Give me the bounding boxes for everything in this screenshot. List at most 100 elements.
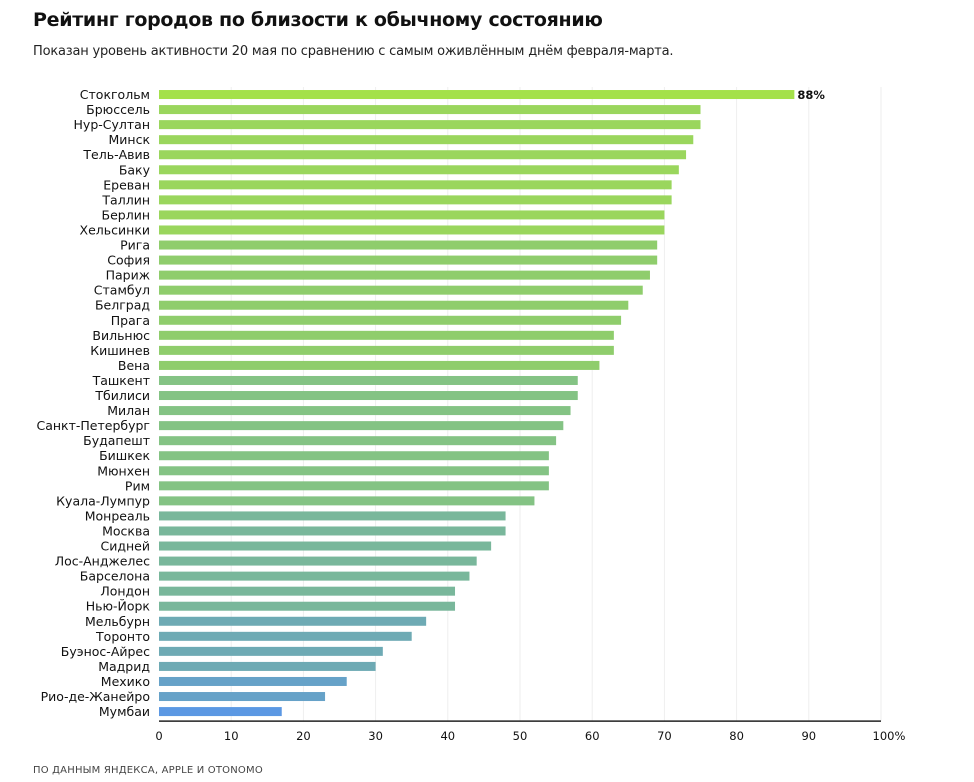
x-tick-label: 80: [729, 729, 744, 743]
category-label: Монреаль: [85, 508, 150, 523]
category-label: Баку: [119, 162, 151, 177]
bar: [159, 315, 622, 325]
bar: [159, 421, 564, 431]
category-label: Хельсинки: [80, 222, 150, 237]
x-tick-label: 100%: [873, 729, 906, 743]
category-label: Куала-Лумпур: [56, 493, 150, 508]
bar: [159, 692, 326, 702]
bar: [159, 180, 672, 190]
x-axis-tick-labels: 0 10 20 30 40 50 60 70 80 90 100%: [155, 729, 905, 743]
bar: [159, 616, 427, 626]
category-label: Санкт-Петербург: [36, 418, 150, 433]
bar: [159, 601, 456, 611]
category-label: Буэнос-Айрес: [61, 644, 150, 659]
bar: [159, 586, 456, 596]
category-label: Нур-Султан: [74, 117, 150, 132]
bar: [159, 330, 614, 340]
chart-title: Рейтинг городов по близости к обычному с…: [33, 9, 603, 31]
category-label: Вильнюс: [92, 328, 150, 343]
bar: [159, 676, 347, 686]
category-label: Рим: [125, 478, 150, 493]
x-tick-label: 20: [296, 729, 311, 743]
category-label: Мюнхен: [97, 463, 150, 478]
chart-subtitle: Показан уровень активности 20 мая по сра…: [33, 44, 674, 59]
category-label: Брюссель: [86, 102, 150, 117]
category-label: Мадрид: [98, 659, 150, 674]
category-labels: СтокгольмБрюссельНур-СултанМинскТель-Ави…: [36, 87, 150, 719]
bar: [159, 210, 665, 220]
category-label: Ереван: [103, 177, 150, 192]
x-tick-label: 90: [801, 729, 816, 743]
category-label: Тбилиси: [94, 388, 150, 403]
bar: [159, 496, 535, 506]
gridlines: [230, 87, 882, 722]
bar: [159, 195, 672, 205]
bar: [159, 255, 658, 265]
bar: [159, 406, 571, 416]
bar: [159, 360, 600, 370]
category-label: Вена: [118, 358, 150, 373]
bar: [159, 481, 549, 491]
bar: [159, 135, 694, 145]
bar: [159, 285, 643, 295]
category-label: Барселона: [80, 569, 150, 584]
bar: [159, 225, 665, 235]
x-tick-label: 50: [513, 729, 528, 743]
category-label: Будапешт: [83, 433, 150, 448]
bar: [159, 451, 549, 461]
category-label: Таллин: [101, 192, 150, 207]
category-label: Рио-де-Жанейро: [41, 689, 150, 704]
category-label: Кишинев: [90, 343, 150, 358]
category-label: Торонто: [95, 629, 150, 644]
bar: [159, 345, 614, 355]
x-tick-label: 60: [585, 729, 600, 743]
category-label: Мехико: [101, 674, 150, 689]
bar: [159, 707, 282, 717]
x-tick-label: 70: [657, 729, 672, 743]
bar: [159, 436, 557, 446]
bar: [159, 646, 383, 656]
category-label: Стокгольм: [80, 87, 150, 102]
source-note: ПО ДАННЫМ ЯНДЕКСА, APPLE И OTONOMO: [33, 765, 263, 776]
category-label: Стамбул: [94, 283, 150, 298]
category-label: Лос-Анджелес: [55, 554, 150, 569]
bar: [159, 541, 492, 551]
category-label: Нью-Йорк: [86, 599, 151, 614]
category-label: Сидней: [101, 539, 150, 554]
bar: [159, 511, 506, 521]
bar: [159, 165, 679, 175]
bar: [159, 391, 578, 401]
value-labels: 88%: [797, 88, 825, 102]
category-label: Бишкек: [99, 448, 150, 463]
category-label: Прага: [111, 313, 150, 328]
bar: [159, 661, 376, 671]
category-label: Мумбаи: [99, 704, 150, 719]
data-label: 88%: [797, 88, 825, 102]
bar-chart: СтокгольмБрюссельНур-СултанМинскТель-Ави…: [36, 87, 906, 743]
category-label: Париж: [106, 268, 150, 283]
bar: [159, 300, 629, 310]
bar: [159, 526, 506, 536]
bar: [159, 631, 412, 641]
bar: [159, 375, 578, 385]
category-label: Лондон: [100, 584, 150, 599]
bars: [159, 90, 795, 717]
bar: [159, 120, 701, 130]
bar: [159, 270, 650, 280]
category-label: Белград: [95, 298, 150, 313]
bar: [159, 466, 549, 476]
category-label: Тель-Авив: [82, 147, 150, 162]
bar: [159, 150, 687, 160]
category-label: София: [107, 253, 150, 268]
category-label: Берлин: [102, 207, 151, 222]
category-label: Ташкент: [92, 373, 150, 388]
x-tick-label: 10: [224, 729, 239, 743]
category-label: Милан: [107, 403, 150, 418]
bar: [159, 571, 470, 581]
x-tick-label: 30: [368, 729, 383, 743]
category-label: Мельбурн: [85, 614, 150, 629]
category-label: Рига: [120, 238, 150, 253]
x-tick-label: 0: [155, 729, 162, 743]
category-label: Москва: [102, 523, 150, 538]
category-label: Минск: [108, 132, 150, 147]
